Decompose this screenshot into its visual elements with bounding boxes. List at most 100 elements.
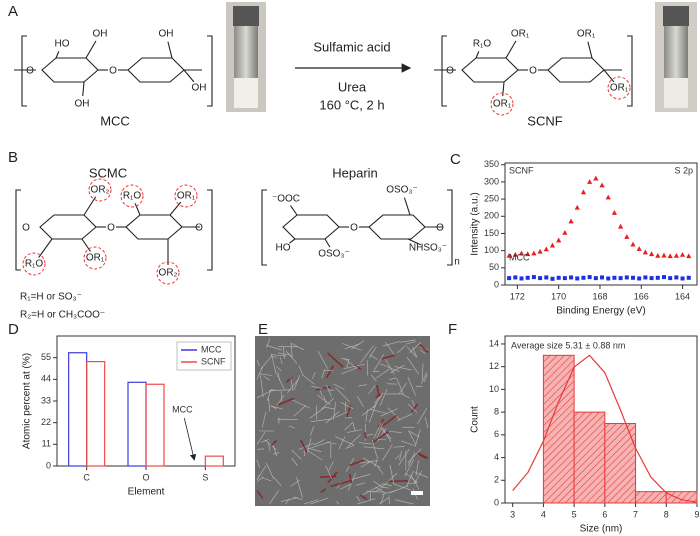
x-tick-label: 8 [664, 509, 669, 519]
ring-bond [39, 214, 97, 240]
fiber [343, 363, 366, 370]
y-axis-label: Count [470, 406, 481, 433]
data-point [648, 251, 655, 257]
y-tick-label: 300 [484, 176, 499, 186]
chem-group: OR₁ [86, 253, 105, 264]
fiber [292, 399, 311, 409]
chem-group: HO [276, 243, 291, 254]
data-point [680, 276, 685, 281]
fiber [256, 459, 261, 469]
fiber [356, 495, 361, 502]
data-point [618, 276, 623, 281]
chem-group: OH [75, 99, 90, 110]
bond [183, 69, 195, 83]
fiber [256, 432, 266, 445]
compound-name: Heparin [332, 165, 378, 180]
fiber [338, 436, 346, 450]
data-point [624, 275, 629, 280]
fiber [256, 490, 264, 499]
x-tick-label: 4 [541, 509, 546, 519]
highlight-circle [120, 184, 144, 208]
fiber [372, 430, 390, 444]
chem-group: O [529, 66, 537, 77]
fiber [410, 403, 419, 413]
fiber [270, 354, 287, 357]
y-axis-label: Atomic percent at (%) [22, 353, 33, 449]
fiber [363, 432, 367, 439]
y-tick-label: 14 [489, 338, 499, 348]
x-tick-label: 5 [572, 509, 577, 519]
fiber [360, 345, 374, 364]
chem-group: OSO₃⁻ [386, 185, 418, 196]
bond [324, 238, 331, 248]
data-point [537, 248, 543, 254]
fiber [256, 359, 260, 367]
data-point [593, 175, 599, 181]
ring-bond [368, 214, 426, 240]
chem-group: OH [192, 83, 207, 94]
chem-group: O [446, 66, 454, 77]
y-tick-label: 6 [494, 429, 499, 439]
fiber [358, 384, 367, 387]
data-point [593, 276, 598, 281]
data-point [525, 251, 531, 257]
data-point [679, 251, 686, 257]
chem-group: R₁O [123, 191, 142, 202]
fiber [325, 465, 333, 479]
bond [81, 238, 91, 252]
fiber [256, 366, 263, 380]
fiber [381, 483, 392, 486]
x-tick-label: 3 [510, 509, 515, 519]
fiber [266, 345, 282, 351]
plot-frame [504, 162, 698, 286]
fiber [333, 383, 345, 390]
data-point [574, 204, 580, 210]
tem-image [255, 336, 430, 506]
chem-group: OR₂ [91, 185, 110, 196]
fiber [291, 449, 302, 460]
y-tick-label: 0 [46, 460, 51, 470]
chem-group: O [107, 223, 115, 234]
data-point [513, 275, 518, 280]
fiber [321, 397, 335, 410]
fiber [293, 405, 307, 417]
fiber [401, 440, 415, 446]
fiber [369, 408, 388, 414]
legend-box [176, 341, 232, 371]
annotation-arrow [183, 418, 197, 461]
fiber [336, 501, 340, 505]
fiber [380, 354, 395, 360]
data-point [618, 223, 624, 229]
fiber [293, 496, 303, 501]
bond [505, 40, 517, 59]
fiber [345, 445, 355, 449]
scale-bar [411, 491, 423, 495]
fit-curve [512, 354, 698, 503]
fiber [389, 364, 405, 374]
panel-label: D [8, 321, 19, 338]
bracket [207, 189, 213, 271]
histogram-bar [665, 491, 698, 504]
chem-group: OR₁ [577, 29, 596, 40]
fiber [415, 460, 419, 477]
fiber [407, 482, 418, 485]
fiber [358, 442, 372, 445]
fiber [420, 371, 428, 384]
fiber [326, 384, 332, 397]
fiber [359, 460, 379, 464]
fiber [406, 357, 420, 375]
data-point [569, 275, 574, 280]
fiber [260, 375, 264, 398]
fiber [277, 352, 292, 356]
chem-group: O [109, 66, 117, 77]
fiber [256, 476, 264, 483]
fiber [380, 493, 385, 505]
data-point [674, 275, 679, 280]
fiber [310, 426, 315, 436]
data-point [612, 275, 617, 280]
fiber [299, 439, 308, 453]
fiber [328, 461, 334, 471]
fiber [398, 448, 410, 466]
fiber [290, 342, 293, 358]
fiber [269, 490, 280, 505]
